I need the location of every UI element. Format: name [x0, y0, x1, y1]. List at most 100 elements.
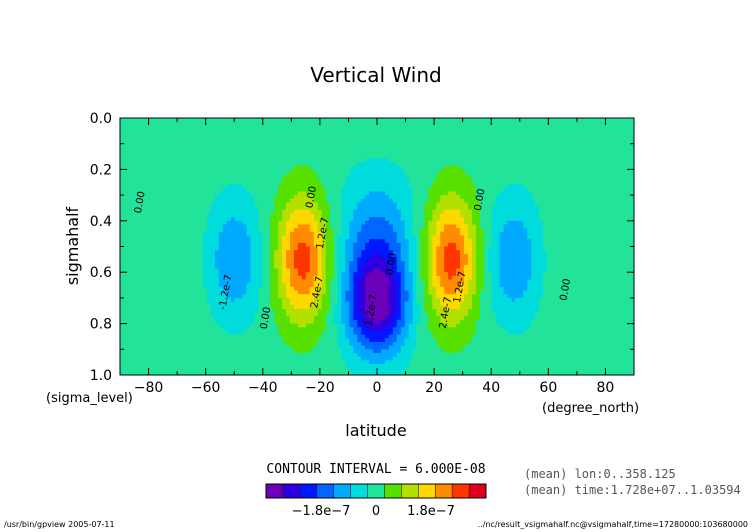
field-cell [175, 198, 180, 204]
field-cell [570, 213, 576, 218]
field-cell [143, 231, 149, 237]
field-cell [440, 132, 445, 137]
field-cell [586, 143, 592, 148]
field-cell [238, 180, 244, 185]
field-cell [230, 151, 236, 156]
field-cell [199, 165, 204, 170]
field-cell [222, 180, 228, 185]
field-cell [155, 173, 161, 178]
field-cell [420, 132, 426, 137]
field-cell [614, 250, 619, 255]
field-cell [341, 250, 346, 255]
field-cell [554, 213, 560, 218]
field-cell [384, 184, 390, 189]
field-cell [123, 158, 129, 163]
field-cell [428, 147, 433, 152]
field-cell [404, 253, 410, 259]
field-cell [547, 202, 552, 207]
field-cell [325, 246, 331, 251]
field-cell [408, 176, 414, 182]
field-cell [147, 228, 153, 233]
field-cell [543, 129, 548, 134]
field-cell [325, 147, 331, 152]
field-cell [187, 136, 192, 141]
field-cell [171, 165, 176, 170]
field-cell [456, 162, 461, 167]
field-cell [234, 217, 240, 222]
field-cell [191, 191, 196, 196]
field-cell [254, 206, 259, 211]
field-cell [297, 184, 303, 189]
field-cell [408, 250, 414, 255]
field-cell [313, 173, 319, 178]
field-cell [574, 224, 580, 229]
field-cell [436, 217, 441, 222]
field-cell [183, 202, 188, 207]
field-cell [380, 129, 386, 134]
field-cell [262, 253, 267, 259]
field-cell [167, 136, 172, 141]
field-cell [602, 246, 607, 251]
field-cell [123, 154, 129, 159]
field-cell [566, 180, 572, 185]
field-cell [329, 231, 335, 237]
field-cell [218, 129, 224, 134]
field-cell [420, 180, 426, 185]
field-cell [491, 239, 497, 244]
field-cell [483, 206, 489, 211]
field-cell [290, 246, 295, 251]
field-cell [428, 151, 433, 156]
field-cell [195, 180, 200, 185]
field-cell [404, 132, 410, 137]
field-cell [278, 209, 283, 215]
field-cell [392, 158, 398, 163]
field-cell [523, 169, 528, 174]
field-cell [373, 228, 378, 233]
field-cell [424, 129, 429, 134]
field-cell [487, 121, 493, 126]
field-cell [345, 239, 350, 244]
field-cell [203, 180, 208, 185]
field-cell [511, 191, 516, 196]
field-cell [400, 125, 406, 130]
field-cell [550, 213, 556, 218]
field-cell [179, 184, 184, 189]
field-cell [230, 231, 236, 237]
field-cell [270, 217, 275, 222]
field-cell [396, 191, 402, 196]
field-cell [475, 253, 481, 259]
field-cell [147, 169, 153, 174]
field-cell [452, 165, 457, 170]
field-cell [139, 242, 145, 248]
field-cell [507, 231, 513, 237]
field-cell [242, 220, 248, 226]
field-cell [578, 198, 584, 204]
field-cell [250, 224, 256, 229]
field-cell [218, 140, 224, 145]
field-cell [416, 158, 422, 163]
field-cell [353, 129, 358, 134]
field-cell [120, 253, 125, 259]
field-cell [598, 136, 603, 141]
field-cell [270, 246, 275, 251]
field-cell [242, 257, 248, 262]
field-cell [610, 140, 615, 145]
field-cell [515, 217, 520, 222]
field-cell [274, 154, 279, 159]
field-cell [246, 195, 252, 200]
field-cell [606, 158, 611, 163]
field-cell [262, 246, 267, 251]
field-cell [499, 202, 505, 207]
field-cell [175, 242, 180, 248]
field-cell [222, 224, 228, 229]
field-cell [210, 220, 216, 226]
field-cell [301, 246, 307, 251]
field-cell [495, 129, 501, 134]
field-cell [503, 253, 509, 259]
field-cell [270, 213, 275, 218]
field-cell [380, 246, 386, 251]
field-cell [147, 191, 153, 196]
field-cell [139, 169, 145, 174]
field-cell [369, 176, 374, 182]
field-cell [199, 191, 204, 196]
